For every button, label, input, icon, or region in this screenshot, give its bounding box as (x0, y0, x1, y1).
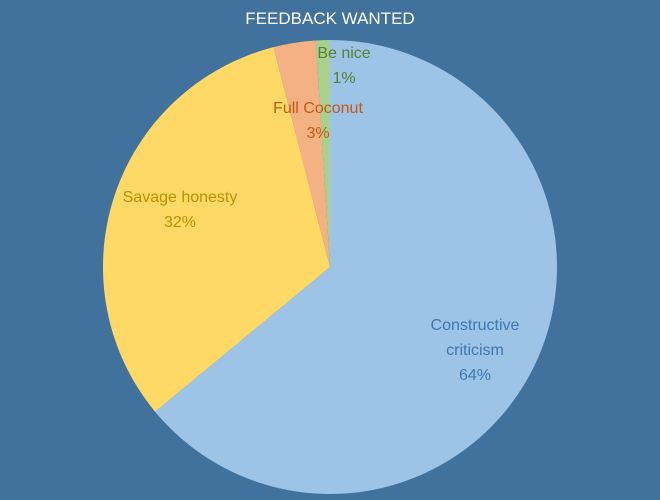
slice-name-label: criticism (446, 342, 504, 359)
slice-name-label: Full Coconut (273, 100, 363, 117)
pie-slice-be-nice (315, 40, 330, 267)
slice-name-label: Be nice (317, 45, 370, 62)
pie-slice-savage-honesty (102, 47, 330, 412)
slice-percent-label: 32% (164, 214, 196, 231)
pie-slice-full-coconut (273, 40, 330, 268)
slice-percent-label: 1% (332, 70, 355, 87)
pie-slice-constructive-criticism (155, 40, 557, 495)
slice-percent-label: 64% (459, 367, 491, 384)
slice-percent-label: 3% (306, 125, 329, 142)
slice-name-label: Savage honesty (123, 189, 238, 206)
pie-labels: Constructive criticism 64% Savage honesty 32… (123, 45, 520, 384)
chart-title: FEEDBACK WANTED (245, 9, 414, 28)
pie-slices (102, 40, 557, 495)
slice-name-label: Constructive (431, 317, 520, 334)
